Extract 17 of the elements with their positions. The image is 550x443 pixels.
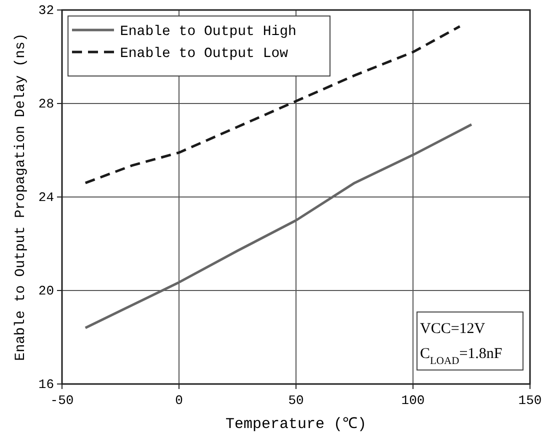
legend-label: Enable to Output Low [120, 46, 289, 62]
x-tick-label: 150 [518, 393, 542, 408]
x-tick-label: 50 [288, 393, 304, 408]
y-tick-label: 32 [38, 3, 54, 18]
y-tick-label: 24 [38, 190, 54, 205]
y-tick-label: 20 [38, 284, 54, 298]
y-axis-title: Enable to Output Propagation Delay (ns) [13, 33, 29, 361]
x-tick-label: -50 [50, 393, 74, 408]
legend-label: Enable to Output High [120, 24, 296, 40]
x-axis-title: Temperature (℃) [225, 416, 367, 433]
x-tick-label: 0 [175, 393, 183, 408]
annotation: C$_{LOAD}$=1.8nF [420, 346, 502, 366]
line-series [84, 25, 462, 184]
annotation: VCC=12V [420, 321, 486, 337]
y-tick-label: 16 [38, 377, 54, 392]
y-tick-label: 28 [38, 96, 54, 112]
x-tick-label: 100 [401, 393, 425, 408]
